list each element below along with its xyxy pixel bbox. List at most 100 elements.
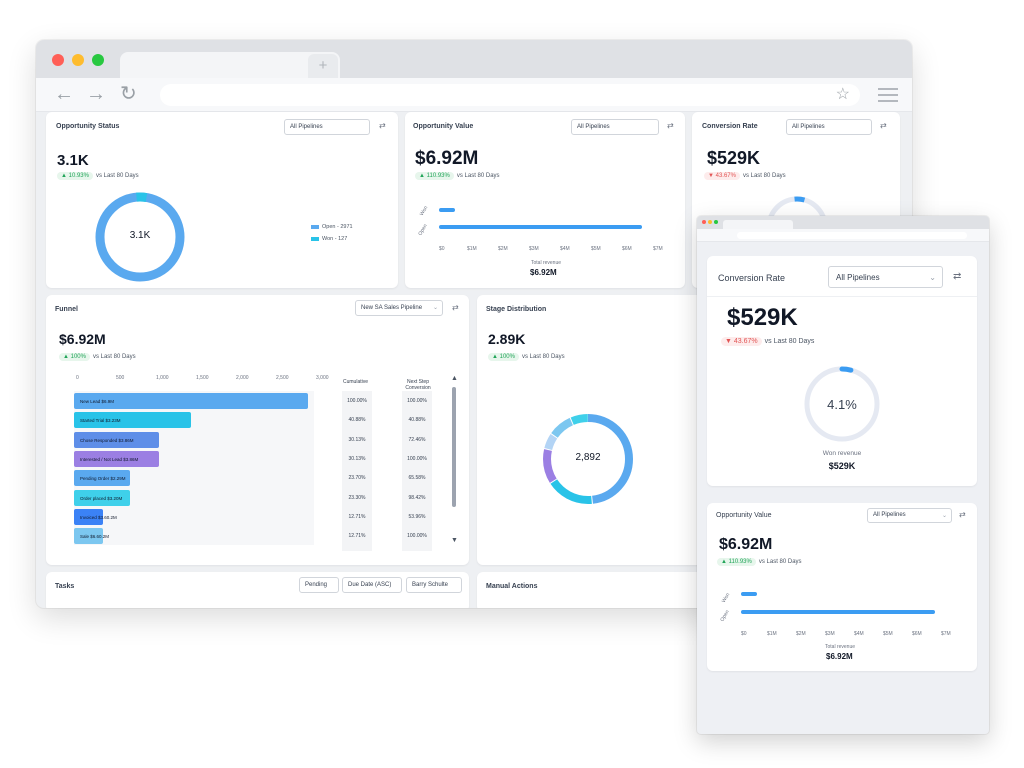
address-bar[interactable] [737, 232, 967, 239]
sort-dropdown[interactable]: Due Date (ASC) [342, 577, 402, 593]
status-donut [95, 192, 185, 282]
x-tick: $5M [883, 631, 893, 637]
metric-value: $529K [707, 148, 761, 168]
tab-bar: × + [36, 40, 912, 78]
dropdown-value: All Pipelines [873, 512, 906, 518]
metric-change: ▲ 110.93% vs Last 80 Days [415, 172, 500, 180]
tasks-card: Tasks Pending Due Date (ASC) Barry Schul… [46, 572, 469, 608]
pipeline-dropdown[interactable]: All Pipelines ⌄ [828, 266, 943, 288]
pipeline-dropdown[interactable]: New SA Sales Pipeline ⌄ [355, 300, 443, 316]
scroll-down-icon[interactable]: ▼ [451, 537, 458, 544]
donut-value-arc [804, 366, 880, 442]
metric-change: ▲ 100% vs Last 80 Days [59, 353, 136, 361]
funnel-bar[interactable]: Interested / Not Lead $3.86M [74, 450, 159, 467]
funnel-axis-tick: 0 [76, 375, 79, 381]
swap-icon[interactable]: ⇄ [452, 303, 459, 312]
opportunity-status-card: Opportunity Status All Pipelines ⇄ 3.1K … [46, 112, 398, 288]
x-tick: $1M [767, 631, 777, 637]
close-window-button[interactable] [702, 220, 706, 224]
change-badge: ▲ 100% [59, 353, 90, 361]
scroll-up-icon[interactable]: ▲ [451, 375, 458, 382]
maximize-window-button[interactable] [92, 54, 104, 66]
metric-change: ▲ 110.93% vs Last 80 Days [717, 558, 802, 566]
card-title: Tasks [55, 583, 75, 590]
minimize-window-button[interactable] [708, 220, 712, 224]
swap-icon[interactable]: ⇄ [959, 510, 966, 519]
funnel-bar[interactable]: Sale $6.60.2M [74, 528, 109, 545]
cumulative-value: 100.00% [347, 398, 367, 404]
metric-change: ▼ 43.67% vs Last 80 Days [721, 337, 814, 346]
side-toolbar [697, 229, 989, 242]
maximize-window-button[interactable] [714, 220, 718, 224]
cumulative-value: 30.13% [348, 455, 366, 462]
metric-value: $6.92M [415, 148, 479, 169]
next-step-value: 100.00% [407, 455, 427, 462]
total-revenue-value: $6.92M [530, 268, 557, 277]
pipeline-dropdown[interactable]: All Pipelines [284, 119, 370, 135]
funnel-bar[interactable]: Order placed $3.20M [74, 489, 130, 506]
address-bar[interactable]: ☆ [160, 84, 860, 106]
card-title: Opportunity Status [56, 123, 120, 130]
close-window-button[interactable] [52, 54, 64, 66]
funnel-bar[interactable]: New Lead $6.9M [74, 393, 309, 409]
cumulative-value: 30.13% [348, 436, 366, 443]
swap-icon[interactable]: ⇄ [667, 121, 674, 130]
open-bar [439, 225, 642, 229]
funnel-bars: New Lead $6.9M Started Trial $3.23M Chose … [74, 391, 314, 551]
funnel-bar-label: Chose Responded $3.86M [80, 437, 134, 443]
pipeline-dropdown[interactable]: All Pipelines [571, 119, 659, 135]
funnel-bar-label: Order placed $3.20M [80, 495, 123, 501]
comparison-label: vs Last 80 Days [456, 173, 500, 179]
comparison-label: vs Last 80 Days [764, 338, 815, 345]
funnel-bar-label: Started Trial $3.23M [80, 418, 121, 424]
browser-tab[interactable]: × [120, 52, 340, 78]
forward-icon[interactable]: → [86, 83, 106, 105]
minimize-window-button[interactable] [72, 54, 84, 66]
pipeline-dropdown[interactable]: All Pipelines [786, 119, 872, 135]
dropdown-value: Pending [305, 582, 328, 588]
x-tick: $5M [591, 246, 601, 252]
swap-icon[interactable]: ⇄ [880, 121, 887, 130]
funnel-axis-tick: 2,500 [276, 375, 289, 381]
won-bar [439, 208, 455, 212]
status-filter-dropdown[interactable]: Pending [299, 577, 339, 593]
back-icon[interactable]: ← [54, 83, 74, 105]
menu-icon[interactable] [878, 88, 898, 102]
metric-change: ▼ 43.67% vs Last 80 Days [704, 172, 786, 180]
metric-value: $529K [727, 304, 798, 331]
new-tab-button[interactable]: + [308, 54, 338, 78]
swap-icon[interactable]: ⇄ [379, 121, 386, 130]
cumulative-value: 40.88% [348, 417, 366, 424]
bar-label-open: Open [719, 609, 731, 623]
x-tick: $4M [560, 246, 570, 252]
funnel-bar[interactable]: Invoiced $3.60.2M [74, 508, 117, 525]
card-title: Stage Distribution [486, 306, 547, 313]
funnel-bar-label: New Lead $6.9M [80, 399, 115, 404]
funnel-bar[interactable]: Started Trial $3.23M [74, 412, 191, 429]
browser-toolbar: ← → ↻ ☆ [36, 78, 912, 112]
card-title: Opportunity Value [716, 512, 772, 519]
cumulative-value: 12.71% [348, 533, 366, 540]
stage-distribution-card: Stage Distribution 2.89K ▲ 100% vs Last 8… [477, 295, 707, 565]
pipeline-dropdown[interactable]: All Pipelines ⌄ [867, 508, 952, 523]
funnel-bar[interactable]: Chose Responded $3.86M [74, 431, 159, 448]
scrollbar-thumb[interactable] [452, 387, 456, 507]
bookmark-star-icon[interactable]: ☆ [835, 86, 850, 103]
browser-tab[interactable] [723, 220, 793, 229]
dropdown-value: Due Date (ASC) [348, 582, 392, 588]
status-legend: Open - 2971 Won - 127 [311, 224, 353, 242]
open-bar [741, 610, 935, 614]
swap-icon[interactable]: ⇄ [953, 271, 962, 282]
donut-center-label: 2,892 [575, 452, 601, 463]
bar-label-won: Won [418, 205, 430, 217]
funnel-bar[interactable]: Pending Order $2.29M [74, 470, 130, 487]
next-step-value: 100.00% [407, 398, 427, 404]
funnel-axis-tick: 3,000 [316, 375, 329, 381]
assignee-dropdown[interactable]: Barry Schulte [406, 577, 462, 593]
donut-center-label: 4.1% [827, 397, 857, 412]
change-badge: ▲ 110.93% [717, 558, 756, 566]
dropdown-value: All Pipelines [836, 273, 880, 282]
change-badge: ▲ 10.93% [57, 172, 93, 180]
cumulative-value: 23.30% [348, 494, 366, 501]
reload-icon[interactable]: ↻ [120, 83, 137, 105]
